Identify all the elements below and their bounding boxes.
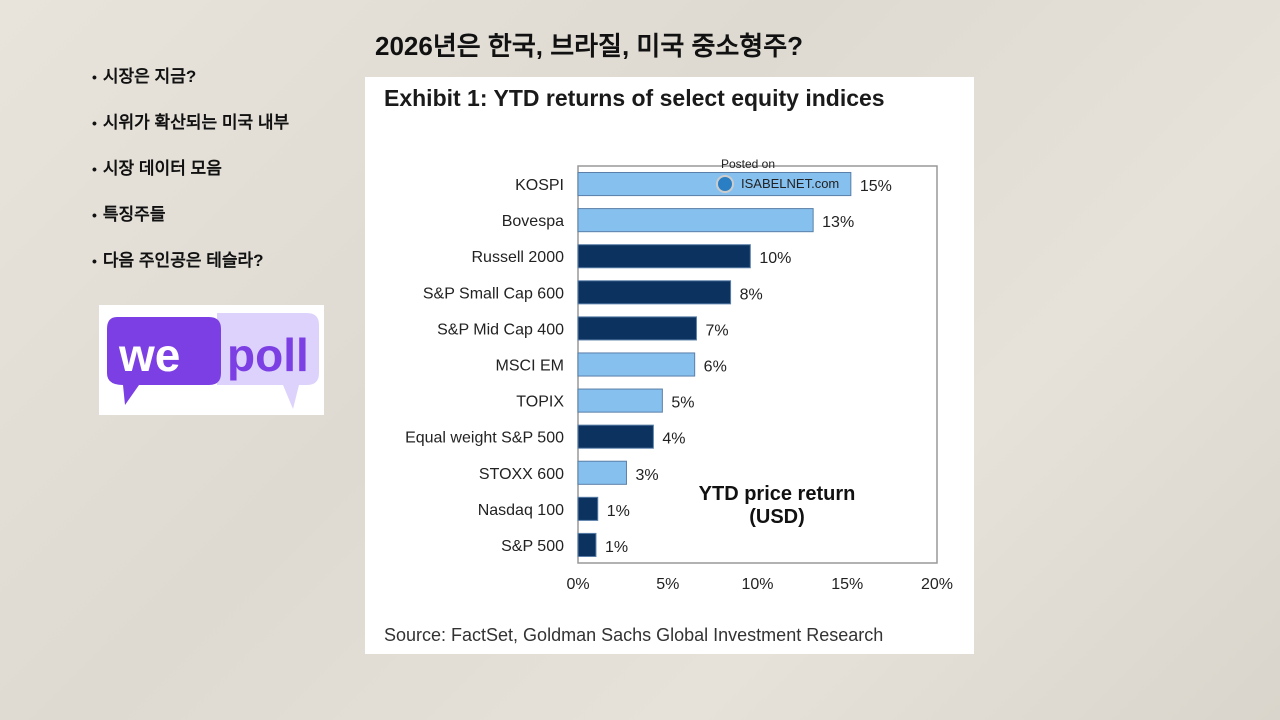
bar	[577, 424, 654, 449]
data-label: 7%	[705, 322, 728, 339]
data-label: 4%	[662, 431, 685, 448]
category-label: S&P 500	[501, 538, 564, 555]
chart-source: Source: FactSet, Goldman Sachs Global In…	[384, 625, 884, 645]
bar	[577, 208, 814, 233]
bar	[577, 280, 732, 305]
data-label: 1%	[607, 503, 630, 520]
bullet-item: 특징주들	[92, 202, 289, 248]
svg-text:poll: poll	[227, 329, 309, 381]
category-label: S&P Mid Cap 400	[437, 321, 564, 338]
wepoll-logo: we poll	[99, 305, 324, 415]
x-tick-label: 5%	[656, 576, 679, 593]
category-label: STOXX 600	[479, 466, 564, 483]
x-tick-label: 15%	[831, 576, 863, 593]
data-label: 15%	[860, 178, 892, 195]
x-tick-label: 0%	[566, 576, 589, 593]
watermark-globe-icon	[716, 175, 734, 193]
data-label: 1%	[605, 539, 628, 556]
bar	[577, 388, 663, 413]
chart-title: Exhibit 1: YTD returns of select equity …	[384, 85, 885, 111]
data-label: 3%	[635, 467, 658, 484]
bar	[577, 244, 751, 269]
watermark-text: ISABELNET.com	[741, 176, 839, 191]
data-label: 6%	[704, 359, 727, 376]
category-label: Equal weight S&P 500	[405, 430, 564, 447]
slide-title: 2026년은 한국, 브라질, 미국 중소형주?	[375, 31, 804, 61]
category-label: S&P Small Cap 600	[423, 285, 564, 302]
watermark-text: Posted on	[721, 157, 775, 171]
bullet-item: 시위가 확산되는 미국 내부	[92, 110, 289, 156]
category-label: KOSPI	[515, 177, 564, 194]
bar	[577, 496, 599, 521]
data-label: 10%	[759, 250, 791, 267]
data-label: 5%	[671, 395, 694, 412]
bar	[577, 460, 627, 485]
bar	[577, 532, 597, 558]
bar	[577, 171, 852, 197]
x-tick-label: 20%	[921, 576, 953, 593]
bar	[577, 352, 696, 377]
chart-annotation: (USD)	[749, 506, 805, 528]
bullet-item: 다음 주인공은 테슬라?	[92, 248, 289, 294]
category-label: Bovespa	[502, 213, 564, 230]
data-label: 8%	[740, 286, 763, 303]
bar-chart: KOSPI 15% Bovespa 13% Russell 2000 10% S&P Sma…	[405, 157, 953, 593]
bar	[577, 316, 697, 341]
category-label: MSCI EM	[496, 358, 564, 375]
category-label: TOPIX	[516, 394, 564, 411]
bullet-list: 시장은 지금? 시위가 확산되는 미국 내부 시장 데이터 모음 특징주들 다음…	[92, 64, 289, 294]
x-tick-label: 10%	[741, 576, 773, 593]
bullet-item: 시장은 지금?	[92, 64, 289, 110]
category-label: Nasdaq 100	[478, 502, 564, 519]
svg-text:we: we	[118, 329, 180, 381]
chart-panel: Exhibit 1: YTD returns of select equity …	[365, 77, 974, 654]
chart-annotation: YTD price return	[699, 483, 856, 505]
bullet-item: 시장 데이터 모음	[92, 156, 289, 202]
category-label: Russell 2000	[472, 249, 565, 266]
data-label: 13%	[822, 214, 854, 231]
